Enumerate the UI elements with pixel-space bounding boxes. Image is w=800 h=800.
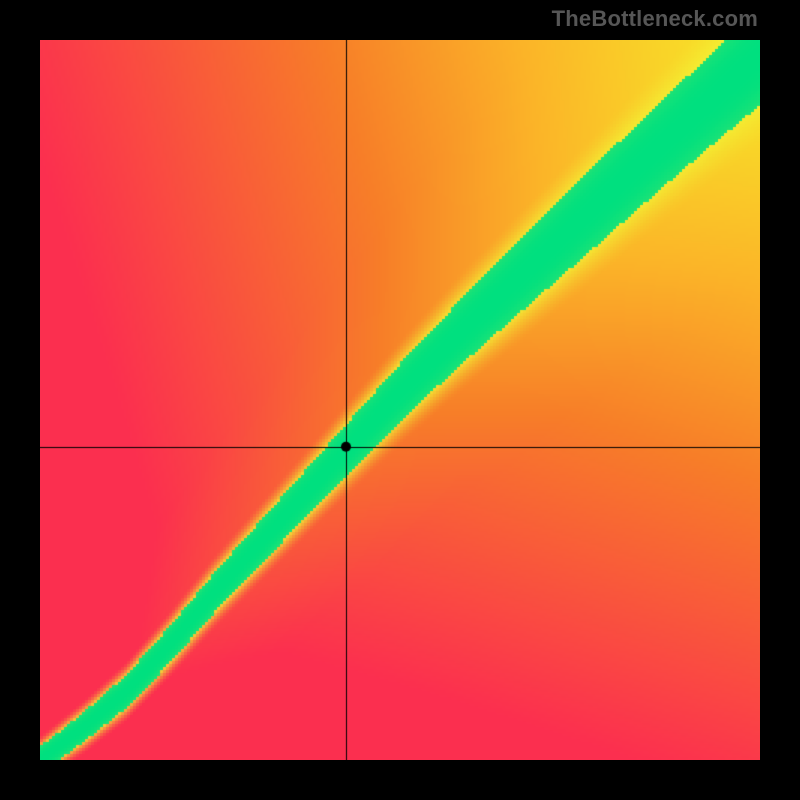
chart-frame: TheBottleneck.com xyxy=(0,0,800,800)
watermark-text: TheBottleneck.com xyxy=(552,6,758,32)
bottleneck-heatmap xyxy=(40,40,760,760)
